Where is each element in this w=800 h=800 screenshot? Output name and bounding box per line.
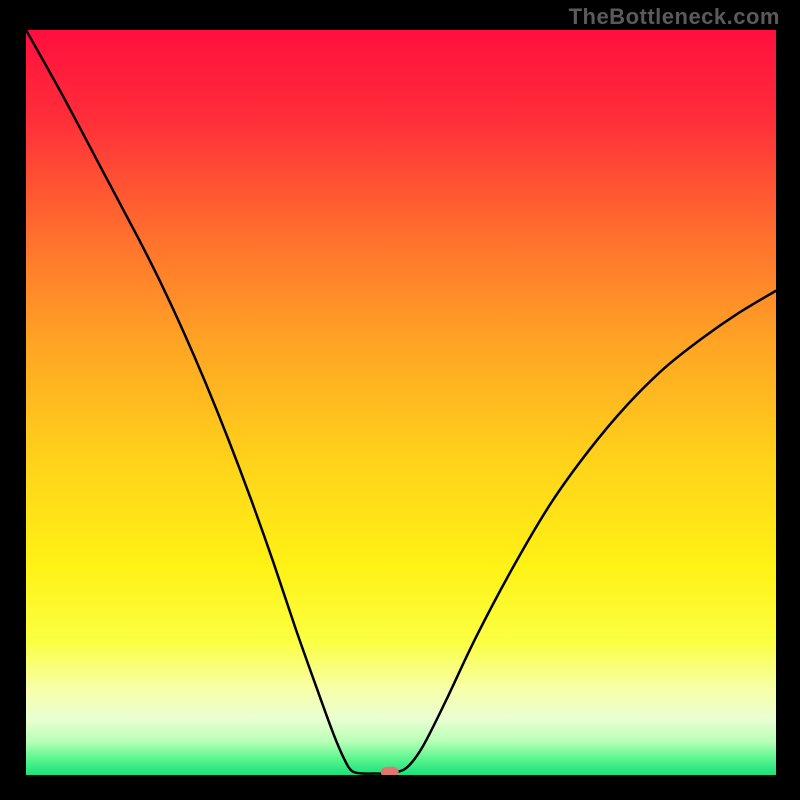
optimal-point-marker (381, 767, 399, 775)
gradient-background (26, 30, 776, 775)
plot-area (26, 30, 776, 775)
chart-frame: TheBottleneck.com (0, 0, 800, 800)
watermark-text: TheBottleneck.com (569, 4, 780, 30)
